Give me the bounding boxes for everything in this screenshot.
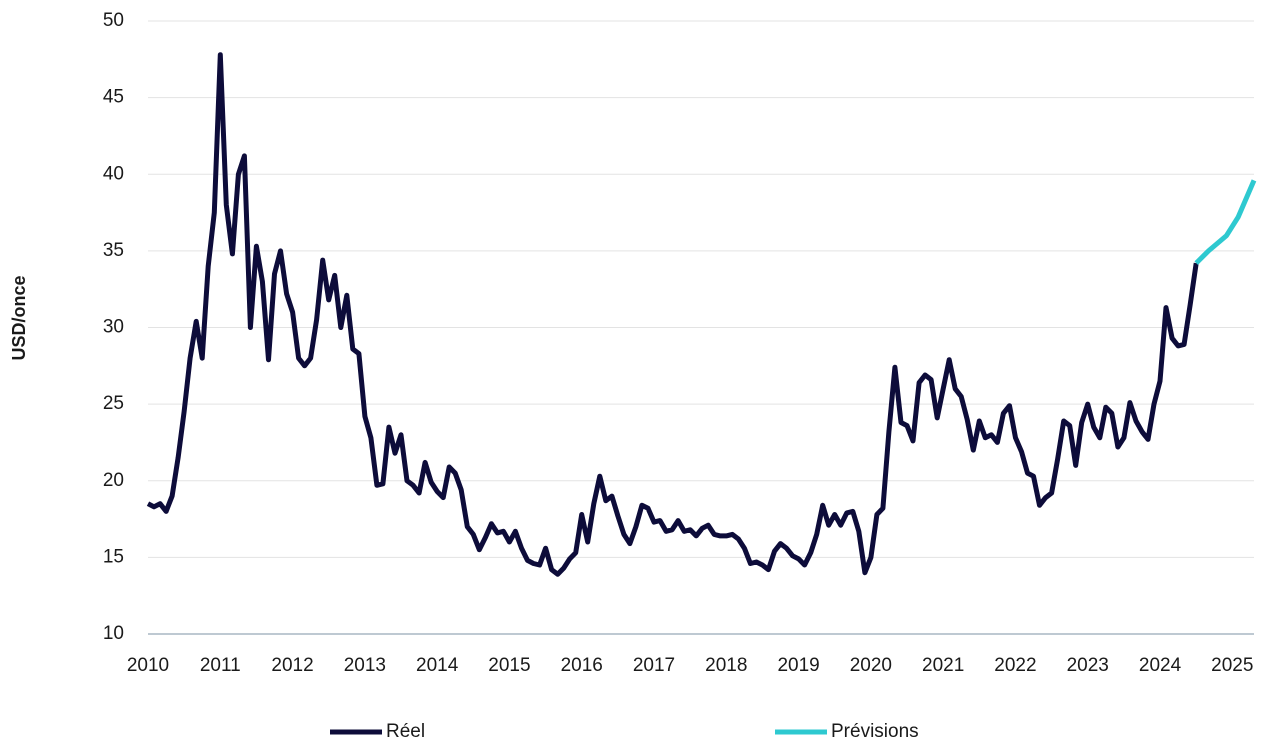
y-tick-label: 50 (103, 10, 124, 31)
x-tick-label: 2023 (1067, 655, 1109, 676)
series-line (1194, 179, 1257, 265)
x-tick-label: 2024 (1139, 655, 1182, 676)
x-tick-label: 2022 (994, 655, 1036, 676)
legend-label: Prévisions (831, 721, 919, 742)
y-tick-label: 15 (103, 546, 124, 567)
y-axis-title: USD/once (9, 275, 29, 360)
x-tick-label: 2014 (416, 655, 459, 676)
x-tick-label: 2013 (344, 655, 386, 676)
y-tick-label: 40 (103, 163, 124, 184)
x-tick-label: 2018 (705, 655, 747, 676)
y-tick-label: 25 (103, 393, 124, 414)
y-tick-label: 10 (103, 623, 124, 644)
y-tick-label: 45 (103, 87, 124, 108)
x-tick-label: 2016 (561, 655, 603, 676)
x-tick-label: 2025 (1211, 655, 1253, 676)
x-tick-label: 2020 (850, 655, 892, 676)
x-tick-label: 2021 (922, 655, 964, 676)
series-line (146, 52, 1199, 577)
y-tick-label: 30 (103, 317, 124, 338)
x-tick-label: 2010 (127, 655, 169, 676)
x-tick-label: 2011 (200, 655, 241, 676)
legend-label: Réel (386, 721, 425, 742)
x-tick-label: 2012 (271, 655, 313, 676)
y-tick-label: 20 (103, 470, 124, 491)
x-tick-label: 2017 (633, 655, 675, 676)
x-tick-label: 2015 (488, 655, 530, 676)
y-tick-label: 35 (103, 240, 124, 261)
x-tick-label: 2019 (777, 655, 819, 676)
